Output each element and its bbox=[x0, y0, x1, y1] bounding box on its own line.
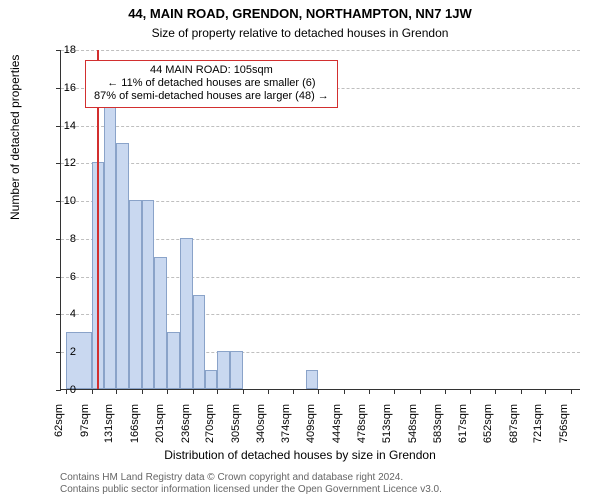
xtick-label: 131sqm bbox=[103, 404, 115, 464]
xtick-label: 201sqm bbox=[154, 404, 166, 464]
histogram-bar bbox=[217, 351, 230, 389]
histogram-bar bbox=[66, 332, 91, 389]
xtick-mark bbox=[545, 389, 546, 394]
histogram-bar bbox=[180, 238, 193, 389]
histogram-bar bbox=[154, 257, 167, 389]
histogram-bar bbox=[306, 370, 318, 389]
ytick-label: 14 bbox=[36, 120, 76, 132]
xtick-label: 478sqm bbox=[356, 404, 368, 464]
ytick-label: 18 bbox=[36, 44, 76, 56]
gridline bbox=[61, 50, 580, 51]
xtick-label: 305sqm bbox=[230, 404, 242, 464]
callout-line1: 44 MAIN ROAD: 105sqm bbox=[94, 64, 329, 77]
footer-line1: Contains HM Land Registry data © Crown c… bbox=[60, 472, 442, 484]
ytick-label: 12 bbox=[36, 157, 76, 169]
histogram-bar bbox=[142, 200, 154, 389]
xtick-mark bbox=[116, 389, 117, 394]
xtick-label: 687sqm bbox=[508, 404, 520, 464]
ytick-label: 16 bbox=[36, 82, 76, 94]
ytick-label: 6 bbox=[36, 271, 76, 283]
xtick-mark bbox=[420, 389, 421, 394]
xtick-label: 270sqm bbox=[204, 404, 216, 464]
ytick-label: 8 bbox=[36, 233, 76, 245]
callout-line3: 87% of semi-detached houses are larger (… bbox=[94, 90, 329, 103]
xtick-label: 97sqm bbox=[79, 404, 91, 464]
y-axis-label: Number of detached properties bbox=[8, 55, 22, 220]
xtick-mark bbox=[521, 389, 522, 394]
footer-attribution: Contains HM Land Registry data © Crown c… bbox=[60, 472, 442, 496]
histogram-bar bbox=[116, 143, 128, 389]
xtick-label: 409sqm bbox=[305, 404, 317, 464]
page-title: 44, MAIN ROAD, GRENDON, NORTHAMPTON, NN7… bbox=[0, 6, 600, 21]
xtick-label: 62sqm bbox=[53, 404, 65, 464]
xtick-mark bbox=[142, 389, 143, 394]
xtick-mark bbox=[193, 389, 194, 394]
xtick-mark bbox=[293, 389, 294, 394]
xtick-mark bbox=[344, 389, 345, 394]
gridline bbox=[61, 126, 580, 127]
xtick-label: 444sqm bbox=[331, 404, 343, 464]
xtick-mark bbox=[470, 389, 471, 394]
gridline bbox=[61, 163, 580, 164]
page-subtitle: Size of property relative to detached ho… bbox=[0, 26, 600, 40]
ytick-label: 2 bbox=[36, 346, 76, 358]
footer-line2: Contains public sector information licen… bbox=[60, 484, 442, 496]
histogram-bar bbox=[167, 332, 179, 389]
ytick-label: 4 bbox=[36, 308, 76, 320]
xtick-mark bbox=[394, 389, 395, 394]
histogram-bar bbox=[129, 200, 142, 389]
xtick-mark bbox=[318, 389, 319, 394]
histogram-bar bbox=[104, 87, 116, 389]
xtick-mark bbox=[243, 389, 244, 394]
chart-container: 44, MAIN ROAD, GRENDON, NORTHAMPTON, NN7… bbox=[0, 0, 600, 500]
callout-box: 44 MAIN ROAD: 105sqm← 11% of detached ho… bbox=[85, 60, 338, 108]
xtick-label: 374sqm bbox=[280, 404, 292, 464]
xtick-mark bbox=[268, 389, 269, 394]
xtick-label: 513sqm bbox=[381, 404, 393, 464]
xtick-label: 617sqm bbox=[457, 404, 469, 464]
ytick-label: 0 bbox=[36, 384, 76, 396]
xtick-mark bbox=[495, 389, 496, 394]
histogram-bar bbox=[230, 351, 242, 389]
xtick-mark bbox=[445, 389, 446, 394]
xtick-label: 166sqm bbox=[129, 404, 141, 464]
xtick-mark bbox=[217, 389, 218, 394]
xtick-label: 548sqm bbox=[407, 404, 419, 464]
xtick-mark bbox=[369, 389, 370, 394]
xtick-label: 236sqm bbox=[180, 404, 192, 464]
xtick-label: 756sqm bbox=[558, 404, 570, 464]
xtick-label: 583sqm bbox=[432, 404, 444, 464]
xtick-mark bbox=[92, 389, 93, 394]
xtick-label: 721sqm bbox=[532, 404, 544, 464]
histogram-bar bbox=[205, 370, 217, 389]
histogram-bar bbox=[193, 295, 205, 389]
ytick-label: 10 bbox=[36, 195, 76, 207]
xtick-label: 340sqm bbox=[255, 404, 267, 464]
xtick-mark bbox=[571, 389, 572, 394]
xtick-mark bbox=[167, 389, 168, 394]
xtick-label: 652sqm bbox=[482, 404, 494, 464]
callout-line2: ← 11% of detached houses are smaller (6) bbox=[94, 77, 329, 90]
